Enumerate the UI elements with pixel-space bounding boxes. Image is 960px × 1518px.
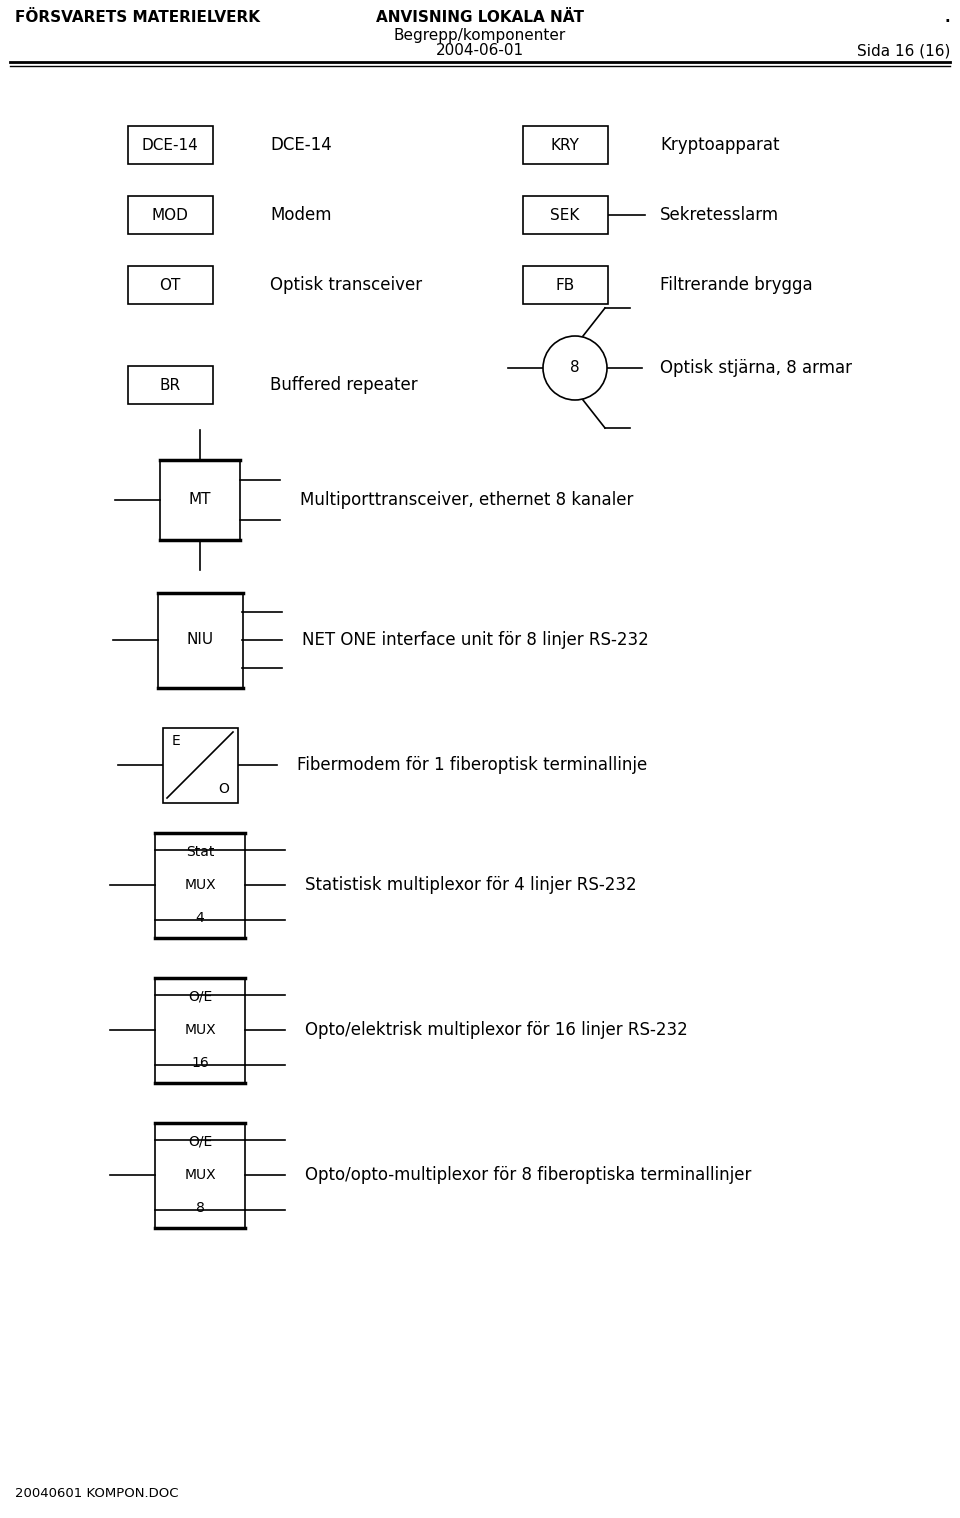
Text: NIU: NIU <box>186 633 213 648</box>
Text: NET ONE interface unit för 8 linjer RS-232: NET ONE interface unit för 8 linjer RS-2… <box>302 631 649 650</box>
Text: FÖRSVARETS MATERIELVERK: FÖRSVARETS MATERIELVERK <box>15 11 260 24</box>
Text: Opto/elektrisk multiplexor för 16 linjer RS-232: Opto/elektrisk multiplexor för 16 linjer… <box>305 1022 687 1038</box>
FancyBboxPatch shape <box>128 126 212 164</box>
Text: DCE-14: DCE-14 <box>270 137 332 153</box>
FancyBboxPatch shape <box>522 266 608 304</box>
Text: .: . <box>945 11 950 24</box>
Text: Sekretesslarm: Sekretesslarm <box>660 206 780 225</box>
Text: Statistisk multiplexor för 4 linjer RS-232: Statistisk multiplexor för 4 linjer RS-2… <box>305 876 636 894</box>
Text: MUX: MUX <box>184 1023 216 1037</box>
Text: MT: MT <box>189 492 211 507</box>
Text: ANVISNING LOKALA NÄT: ANVISNING LOKALA NÄT <box>376 11 584 24</box>
Text: Stat: Stat <box>186 844 214 859</box>
FancyBboxPatch shape <box>522 126 608 164</box>
Text: Begrepp/komponenter: Begrepp/komponenter <box>394 27 566 43</box>
FancyBboxPatch shape <box>522 196 608 234</box>
Text: 8: 8 <box>196 1201 204 1216</box>
FancyBboxPatch shape <box>128 196 212 234</box>
Text: FB: FB <box>556 278 575 293</box>
Text: SEK: SEK <box>550 208 580 223</box>
Text: DCE-14: DCE-14 <box>142 138 199 152</box>
Text: Modem: Modem <box>270 206 331 225</box>
Text: KRY: KRY <box>551 138 580 152</box>
Text: Filtrerande brygga: Filtrerande brygga <box>660 276 812 294</box>
Text: Sida 16 (16): Sida 16 (16) <box>856 43 950 58</box>
Circle shape <box>543 335 607 401</box>
Text: 2004-06-01: 2004-06-01 <box>436 43 524 58</box>
Text: O/E: O/E <box>188 990 212 1003</box>
Text: 20040601 KOMPON.DOC: 20040601 KOMPON.DOC <box>15 1488 179 1500</box>
Text: MUX: MUX <box>184 877 216 893</box>
Text: E: E <box>172 735 180 748</box>
Text: OT: OT <box>159 278 180 293</box>
Text: 16: 16 <box>191 1057 209 1070</box>
Text: Optisk stjärna, 8 armar: Optisk stjärna, 8 armar <box>660 358 852 376</box>
Text: Fibermodem för 1 fiberoptisk terminallinje: Fibermodem för 1 fiberoptisk terminallin… <box>297 756 647 774</box>
FancyBboxPatch shape <box>128 366 212 404</box>
Text: Buffered repeater: Buffered repeater <box>270 376 418 395</box>
Text: Opto/opto-multiplexor för 8 fiberoptiska terminallinjer: Opto/opto-multiplexor för 8 fiberoptiska… <box>305 1166 752 1184</box>
Text: 8: 8 <box>570 360 580 375</box>
Text: O: O <box>219 782 229 795</box>
Text: MUX: MUX <box>184 1167 216 1183</box>
Text: MOD: MOD <box>152 208 188 223</box>
FancyBboxPatch shape <box>162 727 237 803</box>
Text: O/E: O/E <box>188 1135 212 1149</box>
Text: Optisk transceiver: Optisk transceiver <box>270 276 422 294</box>
Text: 4: 4 <box>196 911 204 926</box>
FancyBboxPatch shape <box>128 266 212 304</box>
Text: Multiporttransceiver, ethernet 8 kanaler: Multiporttransceiver, ethernet 8 kanaler <box>300 490 634 509</box>
Text: BR: BR <box>159 378 180 393</box>
Text: Kryptoapparat: Kryptoapparat <box>660 137 780 153</box>
